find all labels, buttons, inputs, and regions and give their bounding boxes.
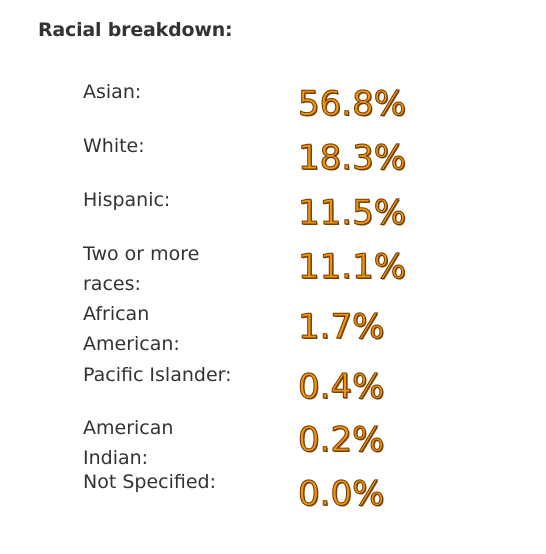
row-label: White:	[83, 135, 145, 157]
row-label: Asian:	[83, 81, 142, 103]
row-label: American Indian:	[83, 417, 174, 469]
row-value: 0.4%	[297, 367, 385, 408]
row-label: African American:	[83, 303, 180, 355]
row-label: Hispanic:	[83, 189, 171, 211]
row-value: 1.7%	[297, 307, 385, 348]
row-value: 56.8%	[297, 84, 407, 125]
row-value: 0.0%	[297, 474, 385, 515]
row-label: Pacific Islander:	[83, 364, 232, 386]
row-value: 0.2%	[297, 420, 385, 461]
row-label: Two or more races:	[83, 243, 200, 295]
row-value: 18.3%	[297, 138, 407, 179]
section-title: Racial breakdown:	[38, 19, 233, 41]
row-value: 11.5%	[297, 193, 407, 234]
row-label: Not Specified:	[83, 471, 216, 493]
row-value: 11.1%	[297, 247, 407, 288]
